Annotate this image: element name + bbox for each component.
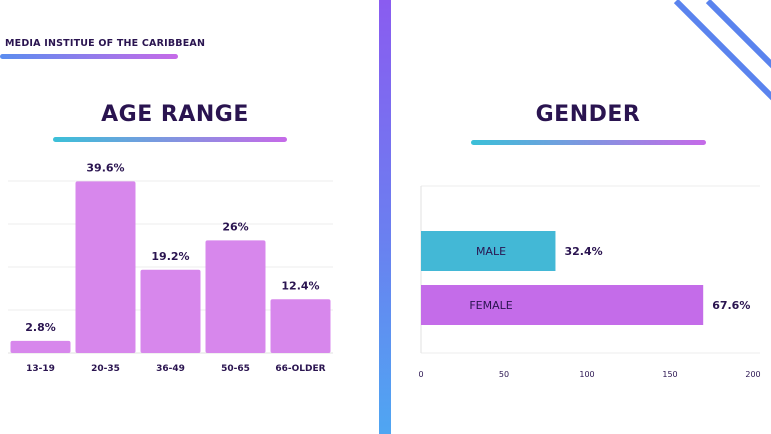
age-bar-13-19 xyxy=(10,340,71,353)
age-chart-title: AGE RANGE xyxy=(101,102,249,127)
age-category-label: 13-19 xyxy=(26,364,55,374)
brand-underline xyxy=(0,54,178,59)
gender-bar-female xyxy=(421,285,704,325)
age-bar-50-65 xyxy=(205,240,266,353)
gender-x-tick: 0 xyxy=(418,370,423,379)
gender-x-tick: 150 xyxy=(662,370,677,379)
gender-x-tick: 100 xyxy=(579,370,594,379)
gender-x-tick: 200 xyxy=(745,370,760,379)
brand-name: MEDIA INSTITUE OF THE CARIBBEAN xyxy=(5,38,206,49)
gender-category-label: FEMALE xyxy=(469,299,512,312)
age-category-label: 50-65 xyxy=(221,364,250,374)
gender-value-label: 32.4% xyxy=(564,245,602,258)
gender-title-underline xyxy=(471,140,706,145)
age-value-label: 39.6% xyxy=(86,161,124,174)
age-value-label: 12.4% xyxy=(281,279,319,292)
gender-value-label: 67.6% xyxy=(712,299,750,312)
center-divider xyxy=(379,0,391,434)
age-value-label: 26% xyxy=(222,220,248,233)
age-value-label: 19.2% xyxy=(151,250,189,263)
age-category-label: 36-49 xyxy=(156,364,185,374)
gender-chart-title: GENDER xyxy=(535,102,641,127)
age-value-label: 2.8% xyxy=(25,321,56,334)
gender-x-tick: 50 xyxy=(499,370,509,379)
age-bar-66-OLDER xyxy=(270,299,331,353)
age-title-underline xyxy=(53,137,287,142)
gender-bar-male xyxy=(421,231,556,271)
gender-category-label: MALE xyxy=(476,245,506,258)
age-category-label: 66-OLDER xyxy=(275,364,325,374)
age-category-label: 20-35 xyxy=(91,364,120,374)
age-bar-20-35 xyxy=(75,181,136,353)
age-bar-36-49 xyxy=(140,269,201,353)
